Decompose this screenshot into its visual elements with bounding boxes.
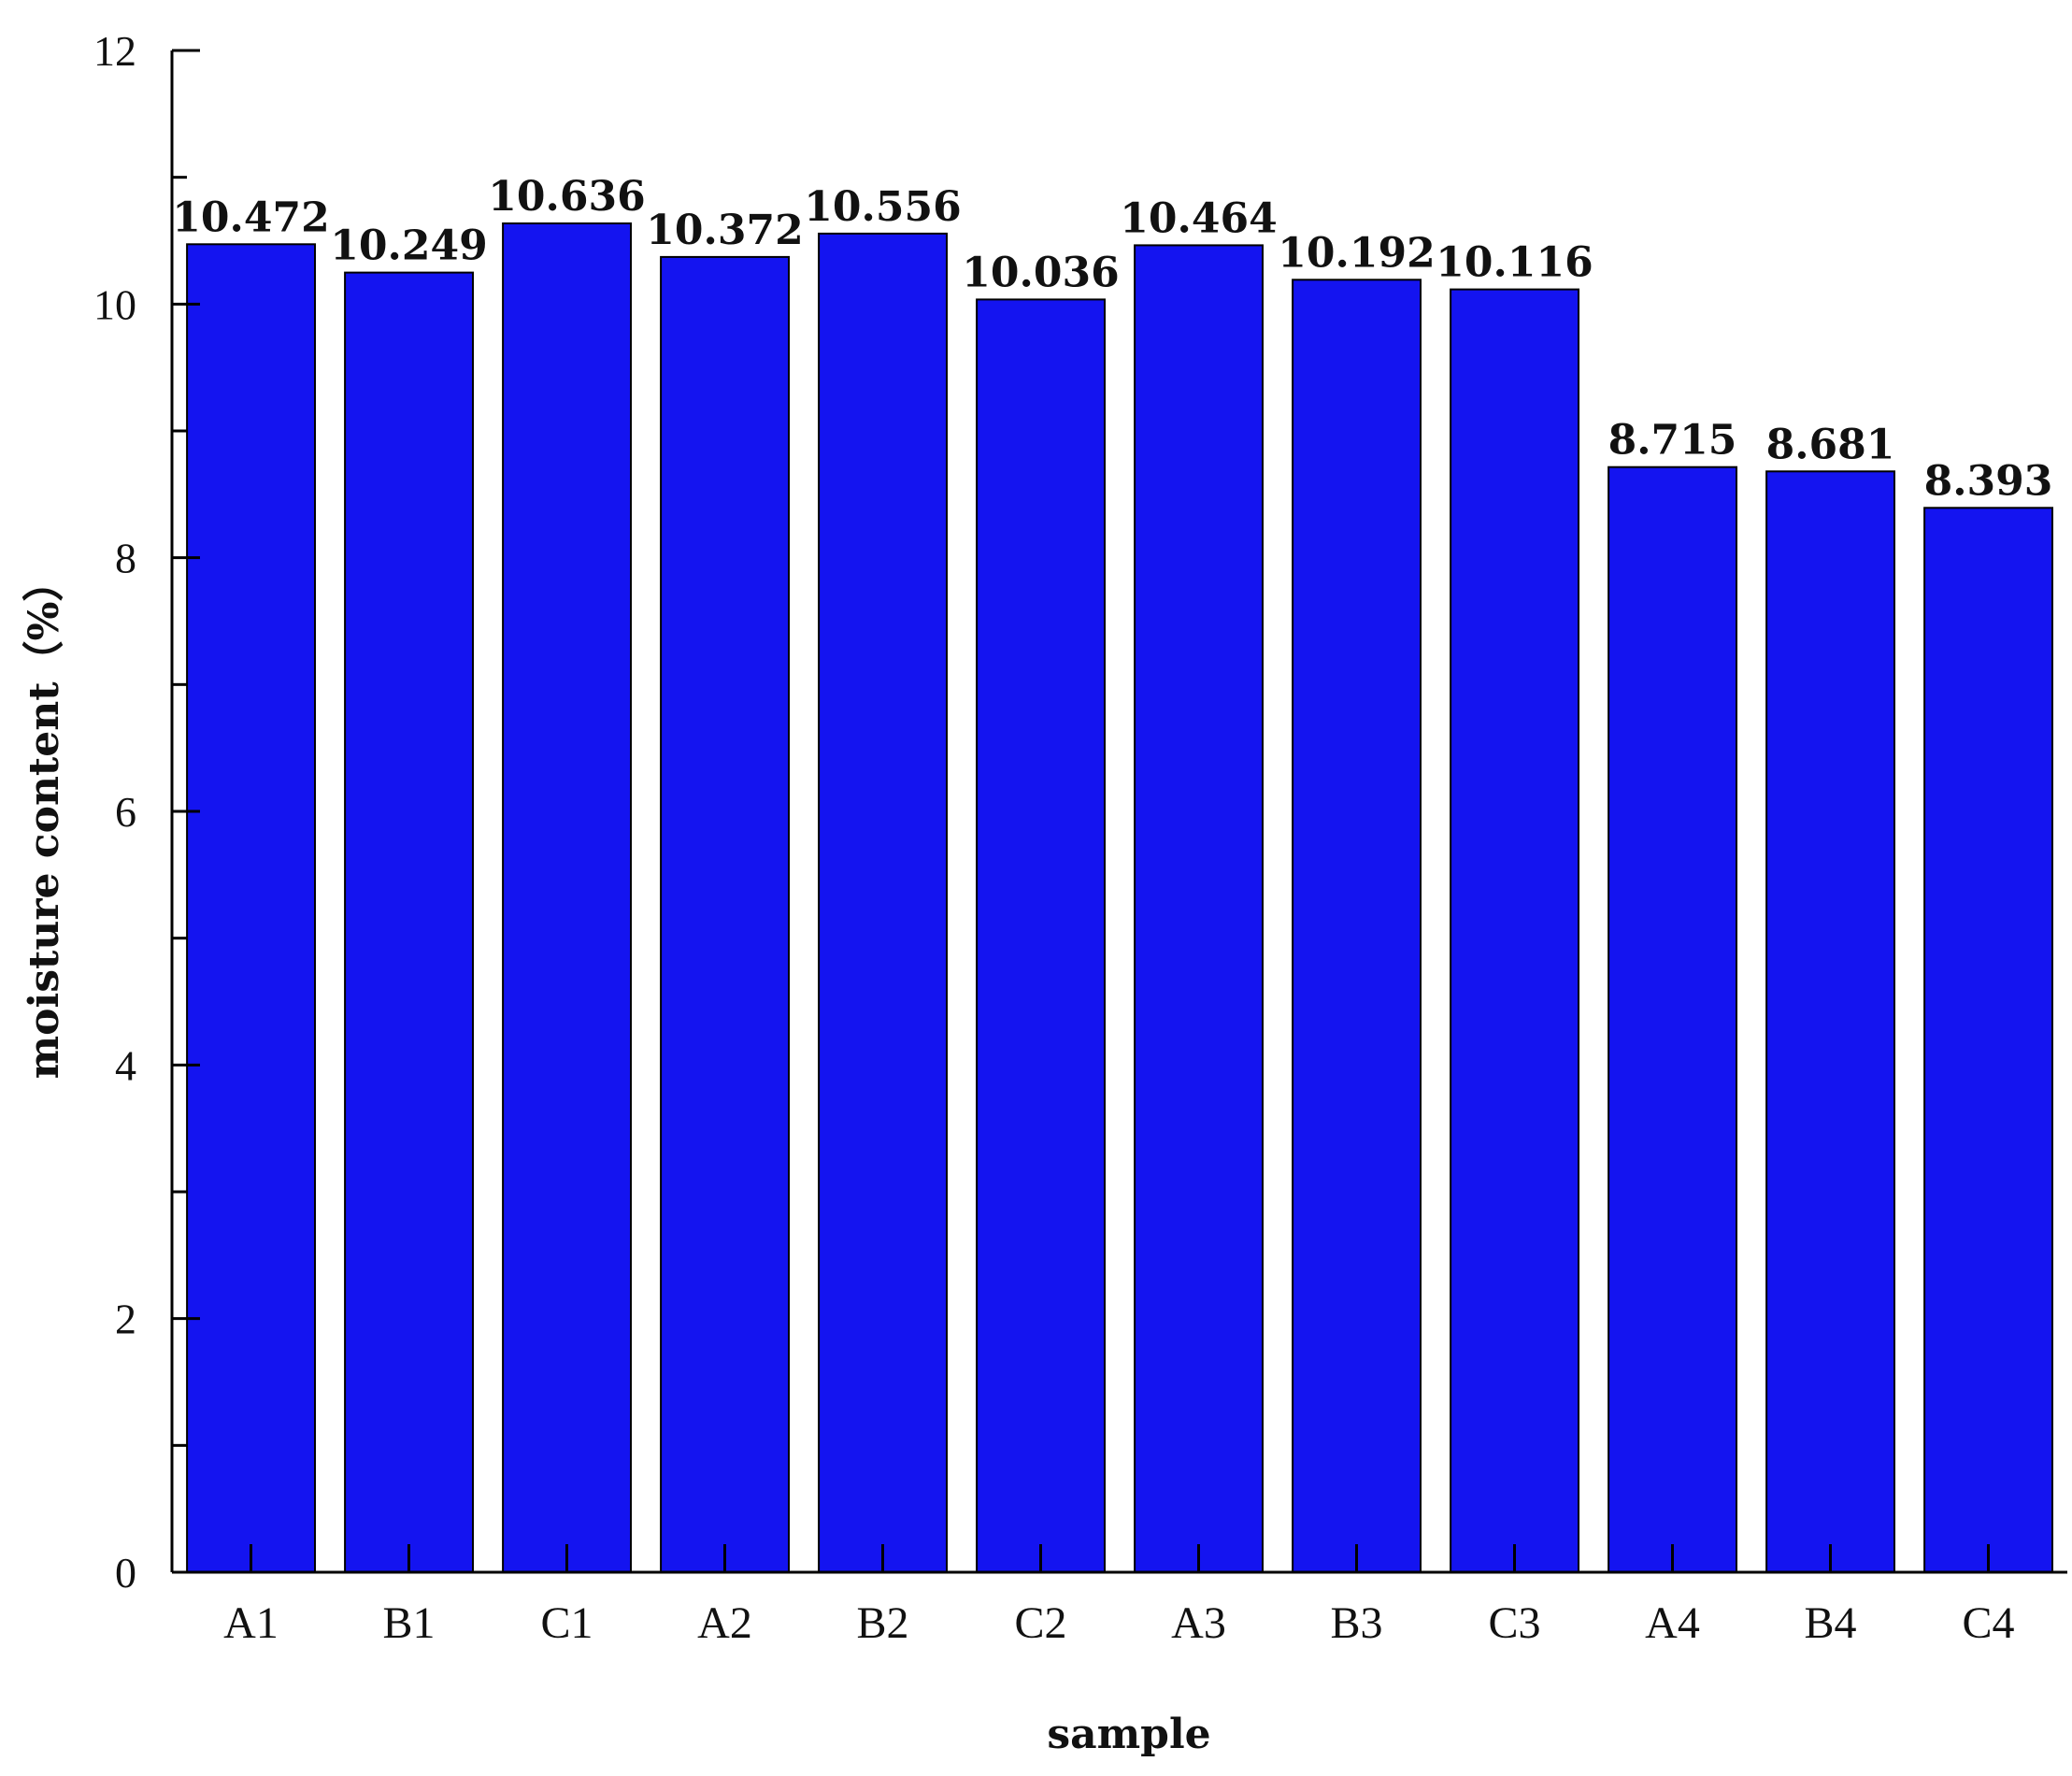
value-label-A4: 8.715 xyxy=(1608,417,1737,465)
value-label-A1: 10.472 xyxy=(172,193,329,241)
y-tick-label-4: 4 xyxy=(115,1041,136,1089)
x-tick-label-B3: B3 xyxy=(1330,1598,1382,1648)
bars-group xyxy=(186,222,2054,1574)
y-tick-label-0: 0 xyxy=(115,1549,136,1597)
value-label-A2: 10.372 xyxy=(646,207,803,254)
x-tick-label-A3: A3 xyxy=(1171,1598,1226,1648)
x-tick-label-A4: A4 xyxy=(1645,1598,1700,1648)
value-label-B4: 8.681 xyxy=(1766,421,1895,468)
y-tick-label-8: 8 xyxy=(115,535,136,582)
bar-B4 xyxy=(1765,470,1895,1573)
x-tick-label-B1: B1 xyxy=(382,1598,435,1648)
y-tick-label-10: 10 xyxy=(93,280,136,328)
value-label-A3: 10.464 xyxy=(1120,194,1277,242)
bar-B3 xyxy=(1292,279,1422,1573)
x-tick-label-A1: A1 xyxy=(223,1598,279,1648)
x-tick-label-A2: A2 xyxy=(697,1598,752,1648)
x-tick-label-C4: C4 xyxy=(1962,1598,2014,1648)
value-label-C1: 10.636 xyxy=(488,173,645,221)
value-label-B2: 10.556 xyxy=(804,183,961,231)
x-tick-label-B4: B4 xyxy=(1804,1598,1856,1648)
x-tick-label-C3: C3 xyxy=(1488,1598,1540,1648)
x-tick-label-C2: C2 xyxy=(1014,1598,1066,1648)
bar-C3 xyxy=(1450,288,1579,1574)
x-tick-label-B2: B2 xyxy=(856,1598,908,1648)
y-tick-label-6: 6 xyxy=(115,788,136,836)
bar-B1 xyxy=(344,271,474,1574)
bar-B2 xyxy=(818,232,948,1573)
bar-C2 xyxy=(976,298,1106,1573)
y-axis: 0 2 4 6 8 10 12 xyxy=(93,27,200,1597)
value-label-C4: 8.393 xyxy=(1924,457,2053,505)
value-label-B3: 10.192 xyxy=(1278,229,1435,277)
x-axis: A1 B1 C1 A2 B2 C2 A3 B3 C3 A4 B4 C4 xyxy=(172,1544,2067,1648)
bar-A2 xyxy=(660,255,790,1573)
bar-C4 xyxy=(1923,507,2054,1573)
y-tick-label-12: 12 xyxy=(93,27,136,75)
x-axis-title: sample xyxy=(1047,1711,1210,1758)
bar-A3 xyxy=(1134,244,1264,1573)
y-axis-title: moisture content（%） xyxy=(21,561,68,1080)
y-tick-label-2: 2 xyxy=(115,1296,136,1343)
x-tick-label-C1: C1 xyxy=(540,1598,593,1648)
value-label-C2: 10.036 xyxy=(962,249,1119,296)
bar-A1 xyxy=(186,243,316,1573)
bar-A4 xyxy=(1608,465,1737,1574)
value-label-B1: 10.249 xyxy=(330,222,487,270)
value-label-C3: 10.116 xyxy=(1436,239,1593,287)
bar-C1 xyxy=(502,222,632,1573)
